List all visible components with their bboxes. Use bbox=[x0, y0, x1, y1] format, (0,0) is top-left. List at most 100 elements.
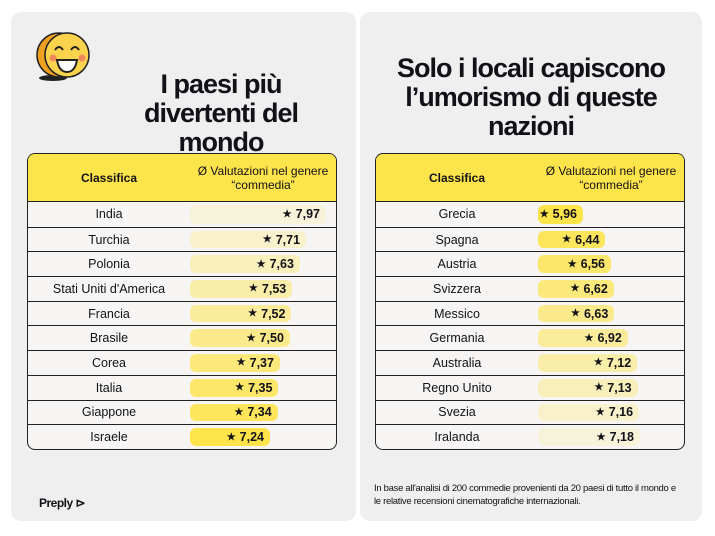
rating-bar: ★ 7,16 bbox=[538, 403, 640, 422]
rating-cell: ★ 7,50 bbox=[190, 326, 336, 350]
star-icon: ★ bbox=[248, 283, 258, 295]
rating-value: 7,71 bbox=[275, 232, 301, 247]
country-name: Brasile bbox=[89, 331, 129, 346]
table-row: Corea ★ 7,37 bbox=[28, 350, 336, 375]
table-row: Polonia ★ 7,63 bbox=[28, 251, 336, 276]
country-name: Stati Uniti d'America bbox=[52, 281, 166, 296]
rating-bar: ★ 7,63 bbox=[190, 255, 300, 274]
rating-bar: ★ 6,44 bbox=[538, 230, 606, 249]
rating-value: 6,44 bbox=[575, 232, 600, 247]
table-row: Regno Unito ★ 7,13 bbox=[376, 374, 684, 400]
table-row: Svizzera ★ 6,62 bbox=[376, 276, 684, 301]
grinning-face-icon bbox=[36, 32, 90, 81]
rating-value: 7,37 bbox=[249, 355, 274, 370]
rating-bar: ★ 7,24 bbox=[190, 428, 270, 446]
star-icon: ★ bbox=[262, 234, 272, 246]
country-name: Messico bbox=[434, 306, 480, 321]
rating-value: 7,63 bbox=[269, 257, 294, 272]
star-icon: ★ bbox=[256, 258, 266, 270]
rating-value: 7,50 bbox=[259, 331, 284, 346]
rating-value: 6,63 bbox=[583, 306, 609, 321]
country-name: Francia bbox=[88, 306, 130, 321]
rating-bar: ★ 6,63 bbox=[538, 304, 615, 323]
left-panel: I paesi più divertenti del mondo Classif… bbox=[11, 12, 356, 521]
star-icon: ★ bbox=[594, 382, 604, 394]
rating-cell: ★ 7,13 bbox=[538, 376, 684, 400]
table-row: Spagna ★ 6,44 bbox=[376, 226, 684, 252]
star-icon: ★ bbox=[584, 332, 594, 344]
country-name: Svezia bbox=[438, 405, 476, 420]
ranking-table: Classifica Ø Valutazioni nel genere “com… bbox=[27, 153, 337, 450]
star-icon: ★ bbox=[570, 283, 580, 295]
rating-bar: ★ 6,62 bbox=[538, 280, 614, 298]
star-icon: ★ bbox=[562, 234, 572, 246]
star-icon: ★ bbox=[236, 357, 246, 369]
rating-cell: ★ 6,44 bbox=[538, 228, 684, 252]
rating-cell: ★ 7,53 bbox=[190, 277, 336, 301]
rating-cell: ★ 6,63 bbox=[538, 302, 684, 326]
rating-bar: ★ 7,18 bbox=[538, 428, 640, 446]
rating-bar: ★ 7,35 bbox=[190, 378, 279, 397]
country-name: Italia bbox=[95, 380, 123, 395]
rating-cell: ★ 7,12 bbox=[538, 351, 684, 375]
star-icon: ★ bbox=[248, 308, 258, 320]
table-row: Stati Uniti d'America ★ 7,53 bbox=[28, 276, 336, 301]
header-rank: Classifica bbox=[428, 170, 486, 185]
rating-value: 7,24 bbox=[239, 430, 264, 445]
header-rank: Classifica bbox=[80, 170, 138, 185]
rating-value: 7,34 bbox=[247, 405, 272, 420]
table-row: Israele ★ 7,24 bbox=[28, 424, 336, 449]
rating-cell: ★ 7,71 bbox=[190, 228, 336, 252]
table-row: Iralanda ★ 7,18 bbox=[376, 424, 684, 449]
table-row: Australia ★ 7,12 bbox=[376, 350, 684, 375]
country-name: Giappone bbox=[81, 405, 137, 420]
table-row: Austria ★ 6,56 bbox=[376, 251, 684, 276]
country-name: Iralanda bbox=[434, 430, 480, 445]
country-name: Spagna bbox=[435, 232, 479, 247]
header-rating: Ø Valutazioni nel genere “commedia” bbox=[197, 163, 329, 192]
table-header: Classifica Ø Valutazioni nel genere “com… bbox=[28, 154, 336, 202]
country-name: India bbox=[95, 207, 123, 222]
star-icon: ★ bbox=[235, 382, 245, 394]
rating-bar: ★ 7,34 bbox=[190, 403, 278, 422]
rating-cell: ★ 7,37 bbox=[190, 351, 336, 375]
table-header: Classifica Ø Valutazioni nel genere “com… bbox=[376, 154, 684, 202]
rating-bar: ★ 7,53 bbox=[190, 280, 293, 298]
page-title: I paesi più divertenti del mondo bbox=[143, 69, 299, 157]
page-title: Solo i locali capiscono l’umorismo di qu… bbox=[396, 53, 666, 141]
country-name: Grecia bbox=[438, 207, 476, 222]
table-row: Brasile ★ 7,50 bbox=[28, 325, 336, 350]
star-icon: ★ bbox=[282, 208, 292, 220]
country-name: Australia bbox=[432, 355, 482, 370]
star-icon: ★ bbox=[596, 431, 606, 443]
star-icon: ★ bbox=[539, 208, 549, 220]
header-rating: Ø Valutazioni nel genere “commedia” bbox=[545, 163, 677, 192]
table-row: India ★ 7,97 bbox=[28, 202, 336, 227]
ranking-table: Classifica Ø Valutazioni nel genere “com… bbox=[375, 153, 685, 450]
rating-cell: ★ 7,63 bbox=[190, 252, 336, 276]
rating-value: 7,12 bbox=[606, 355, 632, 370]
rating-value: 6,92 bbox=[597, 331, 622, 346]
country-name: Israele bbox=[90, 430, 128, 445]
rating-bar: ★ 7,12 bbox=[538, 354, 638, 372]
rating-bar: ★ 6,92 bbox=[538, 329, 628, 348]
rating-cell: ★ 7,52 bbox=[190, 302, 336, 326]
country-name: Germania bbox=[429, 331, 485, 346]
table-row: Giappone ★ 7,34 bbox=[28, 399, 336, 425]
table-row: Svezia ★ 7,16 bbox=[376, 399, 684, 425]
rating-cell: ★ 5,96 bbox=[538, 202, 684, 227]
star-icon: ★ bbox=[234, 406, 244, 418]
table-row: Italia ★ 7,35 bbox=[28, 374, 336, 400]
rating-bar: ★ 7,71 bbox=[190, 230, 307, 249]
country-name: Polonia bbox=[88, 257, 130, 272]
rating-bar: ★ 7,52 bbox=[190, 304, 292, 323]
rating-bar: ★ 7,13 bbox=[538, 378, 638, 397]
rating-bar: ★ 7,37 bbox=[190, 354, 280, 372]
country-name: Austria bbox=[437, 257, 477, 272]
rating-cell: ★ 7,35 bbox=[190, 376, 336, 400]
table-row: Grecia ★ 5,96 bbox=[376, 202, 684, 227]
star-icon: ★ bbox=[567, 258, 577, 270]
rating-cell: ★ 6,92 bbox=[538, 326, 684, 350]
rating-cell: ★ 7,34 bbox=[190, 401, 336, 425]
star-icon: ★ bbox=[570, 308, 580, 320]
